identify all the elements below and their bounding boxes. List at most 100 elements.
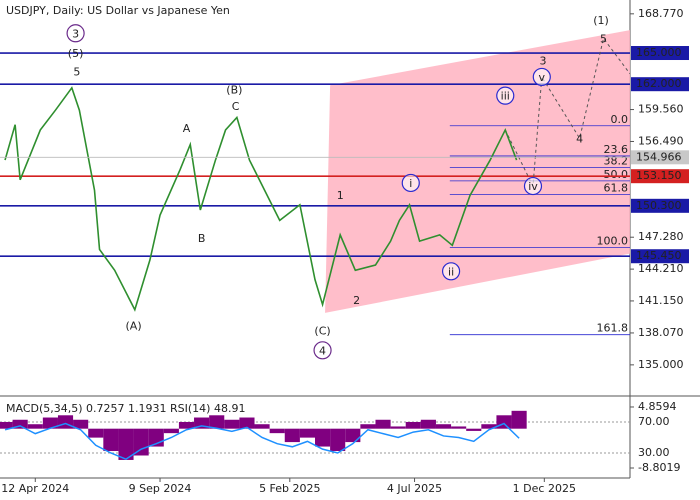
wave-label: iv	[528, 180, 538, 193]
last-price-label: 154.966	[636, 150, 682, 163]
wave-circle	[496, 86, 515, 105]
macd-bar	[284, 428, 300, 443]
macd-bar	[390, 426, 406, 429]
macd-bar	[88, 428, 104, 438]
y-tick-label: 4.8594	[638, 400, 677, 413]
wave-projection	[504, 37, 631, 188]
macd-bar	[360, 424, 376, 429]
level-label: 145.450	[636, 249, 682, 262]
y2-tick-label: 70.00	[638, 415, 670, 428]
macd-bar	[163, 428, 179, 434]
fib-label: 161.8	[597, 322, 629, 335]
fib-label: 100.0	[597, 234, 629, 247]
wave-label: (A)	[126, 319, 142, 332]
macd-bar	[466, 428, 482, 431]
wave-label: C	[232, 100, 240, 113]
macd-bar	[12, 419, 28, 429]
level-label: 150.300	[636, 199, 682, 212]
wave-circle	[532, 67, 551, 87]
wave-label: A	[183, 122, 191, 135]
wave-label: (5)	[68, 47, 84, 60]
wave-label: iii	[501, 90, 510, 103]
wave-label: 5	[73, 66, 80, 79]
wave-label: 3	[540, 54, 547, 67]
y-tick-label: 156.490	[638, 134, 684, 147]
y-tick-label: 168.770	[638, 7, 684, 20]
rsi-line	[4, 422, 520, 461]
fib-label: 50.0	[604, 168, 629, 181]
level-label: 162.000	[636, 77, 682, 90]
macd-bar	[73, 419, 89, 429]
macd-bar	[57, 415, 74, 429]
wave-label: i	[409, 177, 412, 190]
macd-bar	[118, 428, 134, 460]
macd-bar	[239, 417, 255, 429]
last-price-box	[631, 150, 689, 165]
macd-bar	[496, 415, 512, 429]
wave-label: 4	[319, 344, 326, 357]
level-box	[631, 46, 689, 61]
macd-bar	[254, 424, 270, 429]
macd-bar	[269, 428, 285, 434]
x-tick-label: 12 Apr 2024	[1, 482, 69, 495]
y-tick-label: 147.280	[638, 230, 684, 243]
macd-bar	[375, 419, 391, 429]
level-box	[631, 198, 689, 213]
macd-bar	[299, 428, 315, 438]
fib-label: 23.6	[604, 143, 629, 156]
macd-bar	[481, 424, 497, 429]
macd-bar	[103, 428, 119, 452]
fib-label: 38.2	[604, 154, 629, 167]
x-tick-label: 4 Jul 2025	[387, 482, 442, 495]
wave-label: 3	[72, 27, 79, 40]
level-box	[631, 249, 689, 264]
indicator-title: MACD(5,34,5) 0.7257 1.1931 RSI(14) 48.91	[6, 402, 245, 415]
macd-bar	[405, 421, 421, 429]
level-label: 165.000	[636, 46, 682, 59]
macd-bar	[451, 426, 467, 429]
price-line	[4, 86, 518, 312]
y2-tick-label: 30.00	[638, 446, 670, 459]
macd-bar	[178, 421, 195, 429]
macd-bar	[345, 428, 361, 443]
macd-bar	[133, 428, 149, 456]
wave-label: (B)	[226, 83, 242, 96]
macd-bar	[315, 428, 331, 447]
y-tick-label: 144.210	[638, 262, 684, 275]
fib-label: 61.8	[604, 181, 629, 194]
wave-label: (1)	[593, 14, 609, 27]
wave-label: v	[539, 71, 546, 84]
wave-circle	[441, 262, 461, 281]
level-box	[631, 77, 689, 92]
y-tick-label: 138.070	[638, 326, 684, 339]
wave-circle	[313, 341, 332, 360]
macd-bar	[209, 415, 225, 429]
macd-bar	[42, 417, 58, 429]
x-tick-label: 5 Feb 2025	[259, 482, 320, 495]
macd-bar	[194, 417, 210, 429]
macd-bar	[27, 424, 43, 429]
wave-label: 5	[600, 32, 607, 45]
wave-circle	[523, 176, 543, 196]
y-tick-label: 141.150	[638, 294, 684, 307]
wave-label: B	[198, 232, 206, 245]
wave-label: 4	[576, 132, 583, 145]
macd-bar	[435, 424, 452, 429]
macd-bar	[0, 421, 13, 429]
fib-label: 0.0	[611, 113, 629, 126]
wave-label: 2	[353, 294, 360, 307]
wave-label: ii	[448, 265, 454, 278]
wave-circle	[66, 24, 85, 43]
level-box	[631, 169, 689, 184]
macd-bar	[224, 419, 240, 429]
wave-label: (C)	[314, 325, 330, 338]
y-tick-label: 135.000	[638, 358, 684, 371]
level-label: 153.150	[636, 169, 682, 182]
x-tick-label: 1 Dec 2025	[513, 482, 576, 495]
x-tick-label: 9 Sep 2024	[129, 482, 192, 495]
wave-channel	[325, 30, 630, 313]
macd-bar	[420, 419, 436, 429]
chart-title: USDJPY, Daily: US Dollar vs Japanese Yen	[6, 4, 230, 17]
wave-circle	[401, 173, 420, 193]
